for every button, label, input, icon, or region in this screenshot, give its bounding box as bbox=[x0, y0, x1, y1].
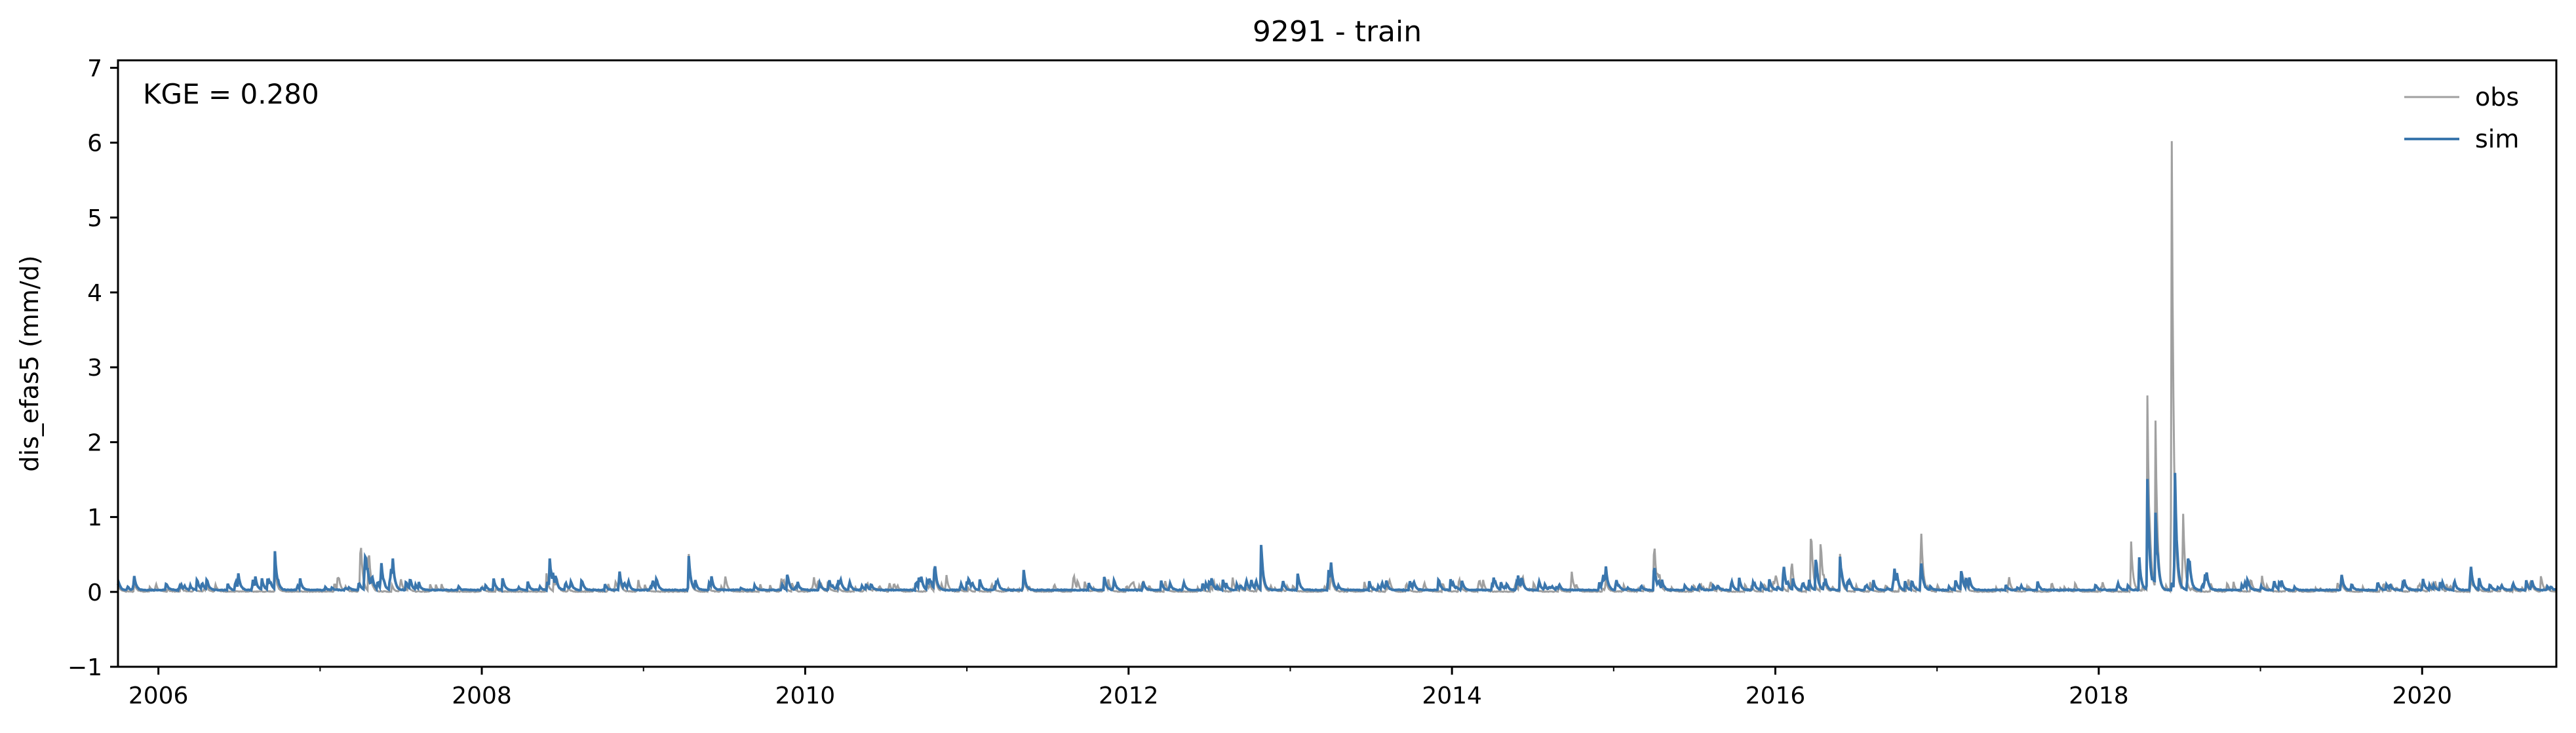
x-axis: 2006 2008 2010 2012 2014 2016 2018 2020 bbox=[128, 667, 2452, 709]
y-tick-label: 5 bbox=[87, 205, 102, 232]
plot-frame bbox=[117, 59, 2558, 668]
y-axis: −1 0 1 2 3 4 5 6 7 bbox=[68, 55, 118, 681]
series-line-sim bbox=[117, 473, 2558, 593]
series-layer bbox=[117, 141, 2558, 594]
y-tick-label: 7 bbox=[87, 55, 102, 82]
x-tick-label: 2016 bbox=[1746, 683, 1806, 709]
y-tick-label: −1 bbox=[68, 654, 102, 681]
y-tick-label: 4 bbox=[87, 280, 102, 307]
x-tick-label: 2018 bbox=[2069, 683, 2129, 709]
kge-annotation: KGE = 0.280 bbox=[143, 78, 319, 110]
legend: obs sim bbox=[2404, 83, 2519, 153]
y-tick-label: 3 bbox=[87, 355, 102, 382]
x-tick-label: 2020 bbox=[2392, 683, 2452, 709]
legend-label-obs: obs bbox=[2475, 83, 2519, 111]
y-tick-label: 1 bbox=[87, 505, 102, 532]
y-tick-label: 6 bbox=[87, 130, 102, 157]
x-tick-label: 2008 bbox=[452, 683, 512, 709]
x-tick-label: 2014 bbox=[1422, 683, 1482, 709]
chart-title: 9291 - train bbox=[1253, 15, 1422, 49]
y-tick-label: 0 bbox=[87, 580, 102, 606]
x-tick-label: 2006 bbox=[128, 683, 189, 709]
legend-label-sim: sim bbox=[2475, 125, 2519, 153]
y-tick-label: 2 bbox=[87, 429, 102, 456]
y-axis-label: dis_efas5 (mm/d) bbox=[15, 255, 44, 471]
x-tick-label: 2012 bbox=[1099, 683, 1159, 709]
x-tick-label: 2010 bbox=[775, 683, 836, 709]
